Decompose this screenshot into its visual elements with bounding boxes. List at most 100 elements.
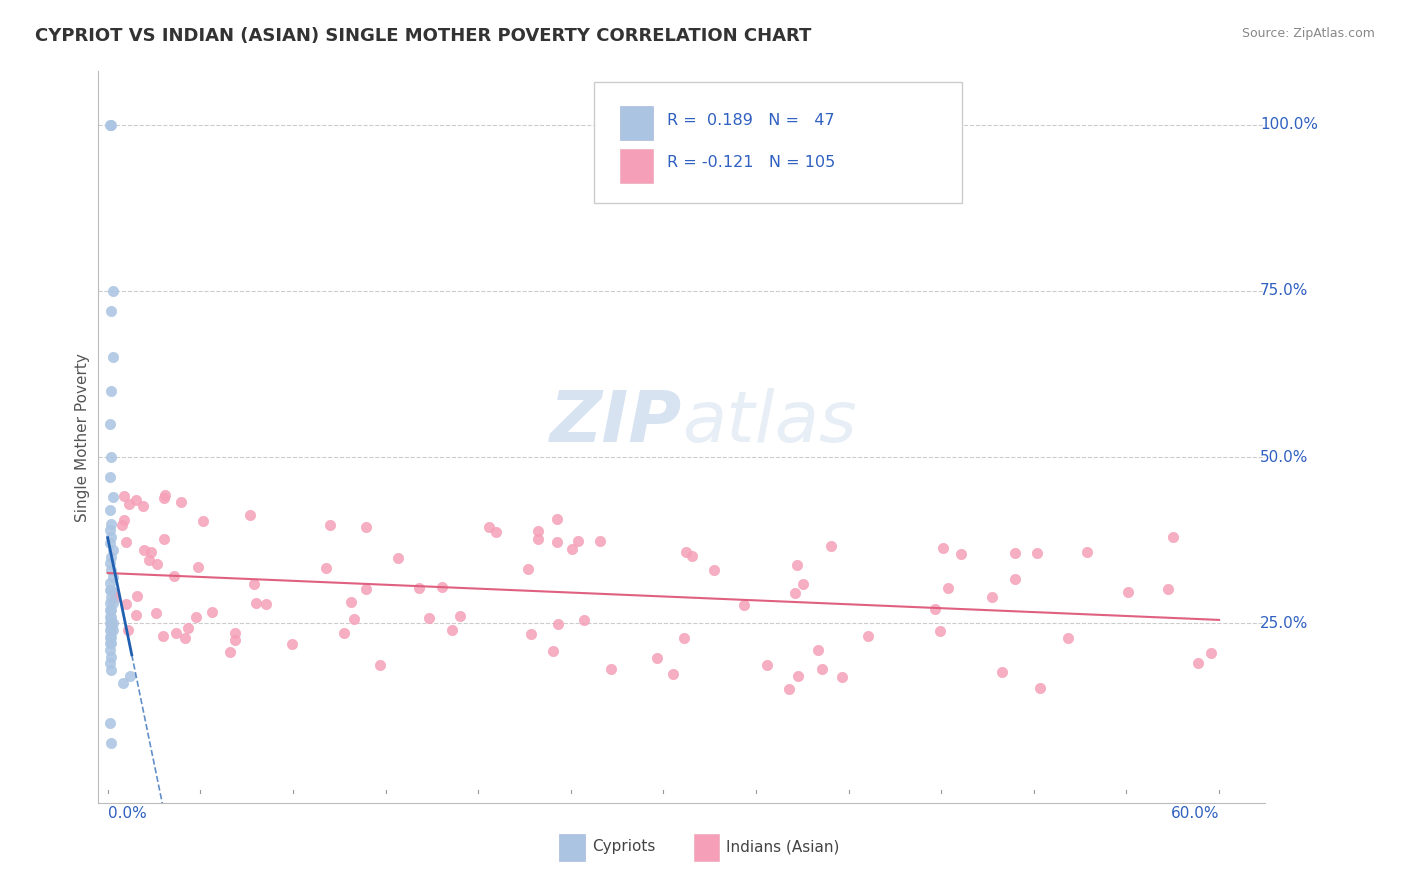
Point: [100, 384, 122, 398]
Point: [100, 549, 122, 564]
Point: [672, 631, 695, 645]
Point: [527, 533, 550, 547]
Point: [661, 667, 683, 681]
Point: [98, 616, 121, 631]
Point: [98, 716, 121, 731]
Text: 50.0%: 50.0%: [1260, 450, 1308, 465]
Y-axis label: Single Mother Poverty: Single Mother Poverty: [75, 352, 90, 522]
Point: [1029, 681, 1052, 696]
Point: [1025, 545, 1047, 559]
Point: [1076, 545, 1098, 559]
Point: [681, 549, 703, 563]
Point: [1057, 631, 1080, 645]
Point: [600, 662, 623, 676]
Point: [177, 621, 200, 635]
FancyBboxPatch shape: [620, 149, 652, 183]
Point: [100, 516, 122, 531]
Point: [132, 500, 155, 514]
Point: [100, 630, 122, 644]
Text: R = -0.121   N = 105: R = -0.121 N = 105: [666, 155, 835, 170]
Point: [191, 515, 214, 529]
Text: CYPRIOT VS INDIAN (ASIAN) SINGLE MOTHER POVERTY CORRELATION CHART: CYPRIOT VS INDIAN (ASIAN) SINGLE MOTHER …: [35, 27, 811, 45]
Point: [170, 495, 193, 509]
Point: [100, 616, 122, 631]
Point: [98, 636, 121, 650]
Point: [100, 303, 122, 318]
Point: [98, 523, 121, 537]
Point: [146, 557, 169, 571]
Point: [484, 525, 506, 540]
Point: [125, 492, 148, 507]
Point: [831, 670, 853, 684]
FancyBboxPatch shape: [620, 106, 652, 140]
Point: [778, 681, 800, 696]
Point: [368, 657, 391, 672]
Point: [342, 612, 364, 626]
Point: [115, 597, 138, 611]
Point: [856, 629, 879, 643]
Point: [98, 609, 121, 624]
Point: [567, 533, 589, 548]
Point: [315, 561, 337, 575]
Point: [98, 582, 121, 597]
Point: [100, 663, 122, 677]
Text: 100.0%: 100.0%: [1260, 117, 1317, 132]
Point: [98, 643, 121, 657]
Point: [820, 540, 842, 554]
Point: [547, 616, 569, 631]
Point: [100, 609, 122, 624]
Text: 0.0%: 0.0%: [108, 806, 146, 822]
Point: [98, 536, 121, 550]
Point: [100, 649, 122, 664]
Point: [163, 569, 186, 583]
Point: [145, 606, 167, 620]
FancyBboxPatch shape: [595, 82, 962, 203]
Text: Source: ZipAtlas.com: Source: ZipAtlas.com: [1241, 27, 1375, 40]
Point: [319, 518, 342, 533]
Point: [103, 596, 125, 610]
Point: [516, 562, 538, 576]
Point: [132, 543, 155, 558]
Point: [572, 613, 595, 627]
Point: [165, 626, 187, 640]
Point: [333, 626, 356, 640]
Text: R =  0.189   N =   47: R = 0.189 N = 47: [666, 113, 834, 128]
Point: [104, 590, 127, 604]
Point: [112, 512, 135, 526]
Point: [201, 605, 224, 619]
Point: [111, 676, 134, 690]
Point: [100, 623, 122, 637]
Point: [103, 586, 125, 600]
Point: [98, 503, 121, 517]
Point: [153, 491, 176, 505]
Point: [100, 118, 122, 132]
Point: [100, 590, 122, 604]
Point: [408, 582, 430, 596]
Point: [224, 633, 246, 648]
Point: [980, 590, 1002, 604]
Point: [98, 557, 121, 571]
Point: [118, 669, 141, 683]
Point: [1004, 572, 1026, 586]
Point: [340, 594, 363, 608]
Point: [153, 488, 176, 502]
Point: [924, 601, 946, 615]
Point: [756, 658, 779, 673]
Point: [440, 623, 463, 637]
Point: [103, 570, 125, 584]
Point: [153, 532, 176, 546]
Point: [792, 577, 814, 591]
Text: 60.0%: 60.0%: [1171, 806, 1219, 822]
Point: [98, 623, 121, 637]
Point: [100, 603, 122, 617]
Point: [103, 623, 125, 637]
Point: [807, 643, 830, 657]
Point: [112, 489, 135, 503]
Point: [936, 582, 959, 596]
Point: [703, 564, 725, 578]
Point: [98, 603, 121, 617]
FancyBboxPatch shape: [693, 833, 720, 862]
Point: [1157, 582, 1180, 596]
Point: [100, 582, 122, 597]
Point: [125, 607, 148, 622]
